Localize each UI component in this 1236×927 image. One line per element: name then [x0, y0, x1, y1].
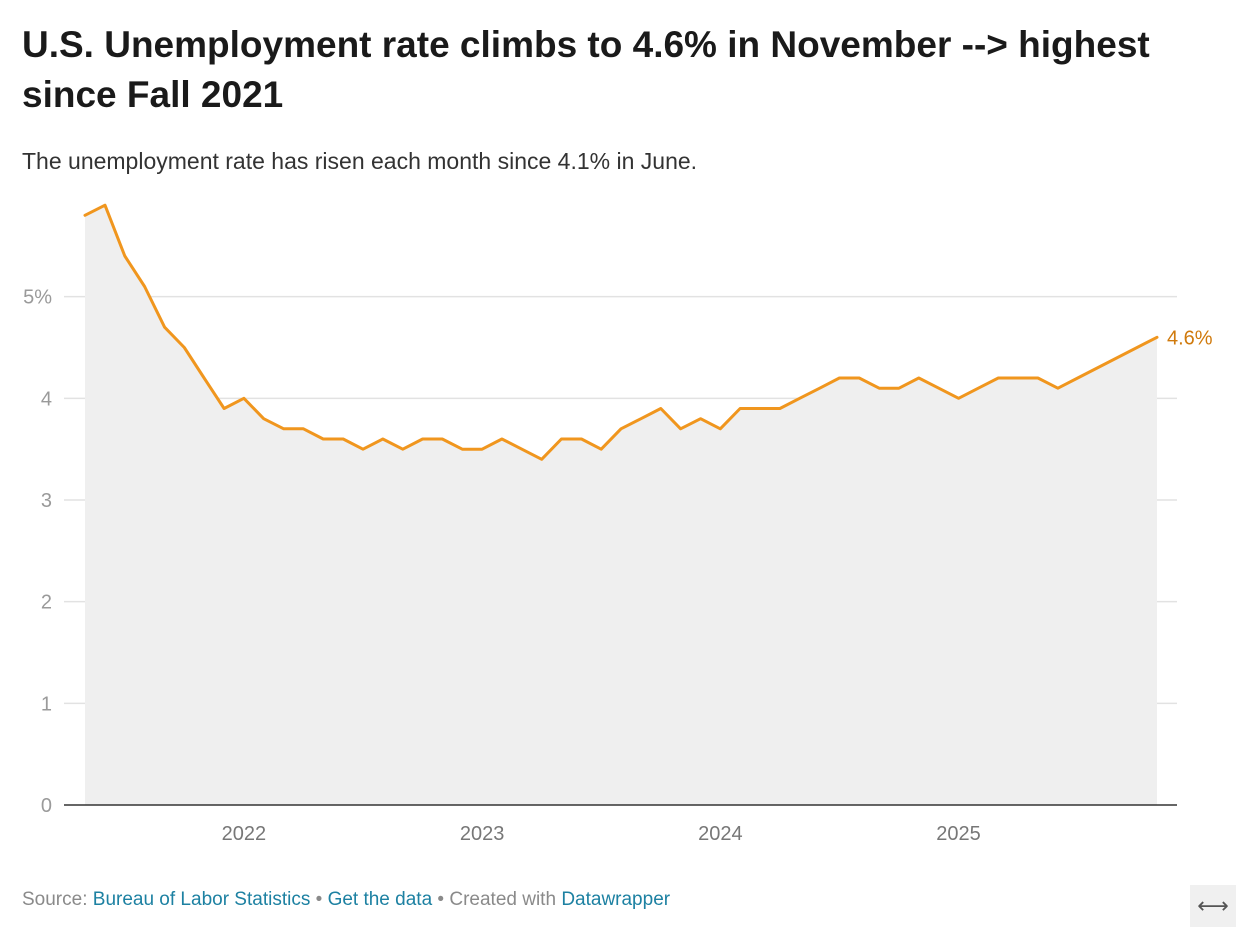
data-point [222, 407, 226, 411]
data-point [500, 437, 504, 441]
y-tick-label: 1 [41, 693, 52, 715]
y-tick-label: 5% [23, 287, 52, 309]
chart-subtitle: The unemployment rate has risen each mon… [22, 148, 698, 174]
y-tick-label: 2 [41, 592, 52, 614]
data-point [699, 417, 703, 421]
data-point [182, 346, 186, 350]
data-point [460, 447, 464, 451]
data-point [738, 407, 742, 411]
x-tick-label: 2025 [936, 823, 981, 845]
data-point [877, 386, 881, 390]
data-point [242, 396, 246, 400]
data-point [421, 437, 425, 441]
footer-separator: • [437, 889, 445, 910]
data-point [996, 376, 1000, 380]
y-tick-label: 0 [41, 795, 52, 817]
data-point [599, 447, 603, 451]
data-point [818, 386, 822, 390]
footer-separator: • [315, 889, 323, 910]
footer: Source: Bureau of Labor Statistics • Get… [22, 886, 670, 914]
data-point [262, 417, 266, 421]
data-point [1036, 376, 1040, 380]
data-point [917, 376, 921, 380]
data-point [361, 447, 365, 451]
data-point [282, 427, 286, 431]
data-point [480, 447, 484, 451]
data-point [976, 386, 980, 390]
data-point [937, 386, 941, 390]
data-point [579, 437, 583, 441]
y-tick-label: 3 [41, 490, 52, 512]
x-tick-label: 2023 [460, 823, 505, 845]
data-point [639, 417, 643, 421]
expand-icon[interactable]: ⟷ [1190, 885, 1236, 927]
data-point [798, 396, 802, 400]
data-point [123, 254, 127, 258]
end-value-label: 4.6% [1167, 327, 1213, 349]
unemployment-chart: 0 1 2 3 4 5% 2022 2023 2024 2025 4.6% [23, 203, 1213, 845]
data-point [659, 407, 663, 411]
x-tick-label: 2024 [698, 823, 743, 845]
data-point [401, 447, 405, 451]
data-point [202, 376, 206, 380]
source-label: Source: [22, 889, 88, 910]
data-point [778, 407, 782, 411]
data-point [103, 203, 107, 207]
area-fill [85, 205, 1157, 805]
data-point [163, 325, 167, 329]
data-point [619, 427, 623, 431]
y-axis-labels: 0 1 2 3 4 5% [23, 287, 52, 817]
data-point [897, 386, 901, 390]
data-point [341, 437, 345, 441]
data-point [520, 447, 524, 451]
data-point [718, 427, 722, 431]
data-point [857, 376, 861, 380]
data-point [758, 407, 762, 411]
data-point [1155, 335, 1159, 339]
series-line [83, 203, 1159, 461]
data-point [1056, 386, 1060, 390]
created-with-label: Created with [449, 889, 557, 910]
x-axis-labels: 2022 2023 2024 2025 [222, 823, 981, 845]
chart-title: U.S. Unemployment rate climbs to 4.6% in… [22, 24, 1150, 115]
data-point [143, 285, 147, 289]
data-point [1076, 376, 1080, 380]
data-point [837, 376, 841, 380]
x-tick-label: 2022 [222, 823, 267, 845]
data-point [301, 427, 305, 431]
data-point [1016, 376, 1020, 380]
data-point [440, 437, 444, 441]
datawrapper-link[interactable]: Datawrapper [561, 889, 671, 910]
y-tick-label: 4 [41, 388, 52, 410]
data-point [381, 437, 385, 441]
source-link[interactable]: Bureau of Labor Statistics [92, 889, 311, 910]
data-point [957, 396, 961, 400]
data-point [559, 437, 563, 441]
data-point [679, 427, 683, 431]
data-point [321, 437, 325, 441]
data-point [83, 213, 87, 217]
get-data-link[interactable]: Get the data [327, 889, 433, 910]
data-point [540, 457, 544, 461]
